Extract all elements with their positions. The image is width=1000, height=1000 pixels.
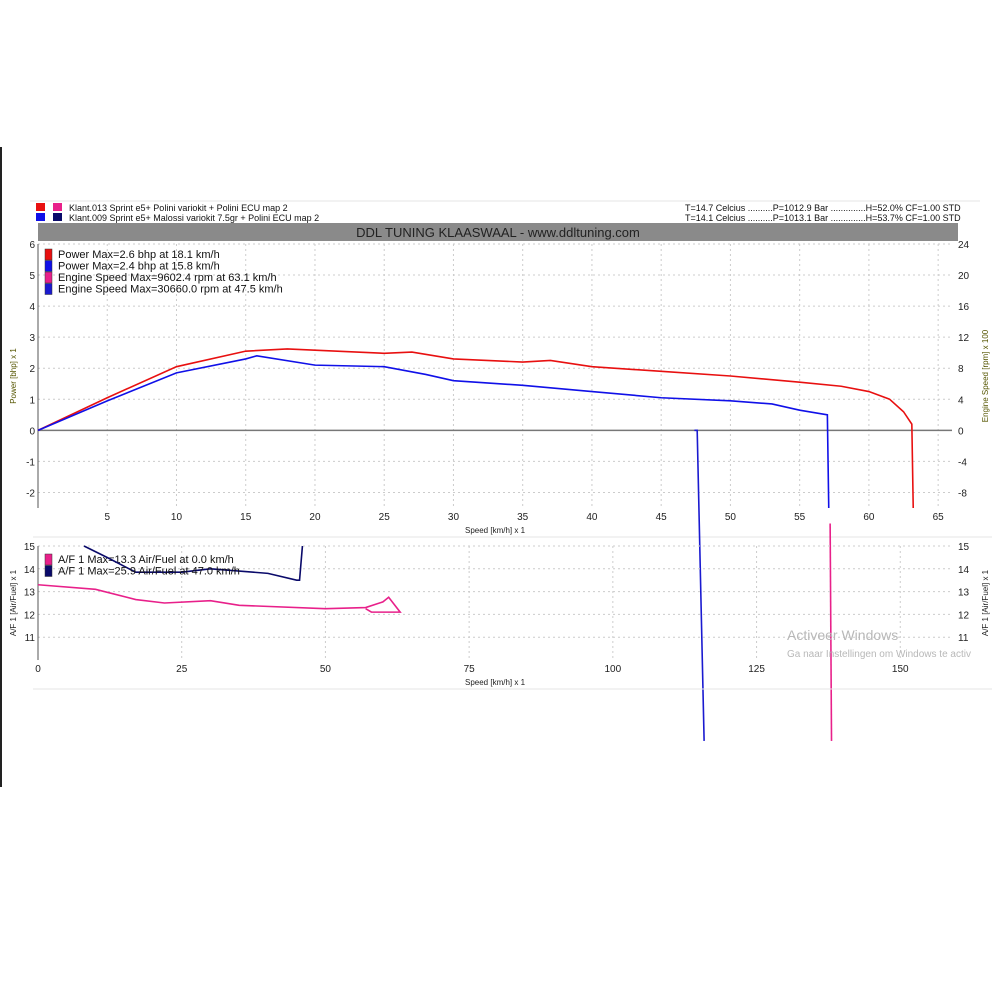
y-tick-label: 0 [29, 426, 35, 437]
title-bar [38, 223, 958, 241]
y-tick-label: -2 [26, 488, 35, 499]
run2-conditions: T=14.1 Celcius ..........P=1013.1 Bar ..… [685, 213, 961, 223]
x-tick-label: 55 [794, 512, 806, 523]
x-tick-label: 45 [656, 512, 668, 523]
legend-swatch [44, 271, 53, 284]
series-line [37, 583, 402, 613]
y2-tick-label: 8 [958, 364, 964, 375]
watermark-title: Activeer Windows [787, 627, 898, 643]
run1-conditions: T=14.7 Celcius ..........P=1012.9 Bar ..… [685, 203, 961, 213]
legend-swatch [44, 553, 53, 566]
y-tick-label: 1 [29, 395, 35, 406]
legend-entry: Power Max=2.4 bhp at 15.8 km/h [58, 261, 220, 273]
legend-entry: Engine Speed Max=30660.0 rpm at 47.5 km/… [58, 284, 283, 296]
x-tick-label: 150 [892, 664, 909, 675]
x-tick-label: 50 [725, 512, 737, 523]
y-tick-label: 15 [24, 542, 36, 553]
x-tick-label: 125 [748, 664, 765, 675]
chart-title: DDL TUNING KLAASWAAL - www.ddltuning.com [356, 225, 640, 240]
legend-entry: Power Max=2.6 bhp at 18.1 km/h [58, 249, 220, 261]
y-right-tick-label: 13 [958, 588, 970, 599]
y-axis-label: Power [bhp] x 1 [9, 348, 18, 404]
x-tick-label: 15 [240, 512, 252, 523]
run-header: Klant.013 Sprint e5+ Polini variokit + P… [36, 203, 961, 241]
y-right-tick-label: 11 [958, 633, 969, 644]
run1-label: Klant.013 Sprint e5+ Polini variokit + P… [69, 203, 288, 213]
y-right-tick-label: 12 [958, 610, 970, 621]
legend-swatch [44, 565, 53, 577]
power-chart: 5 10 15 20 25 30 35 40 45 50 55 60 656543210-1-22420… [9, 240, 992, 741]
series-line [37, 348, 915, 509]
series-line [694, 429, 705, 741]
x-tick-label: 10 [171, 512, 183, 523]
y2-tick-label: 24 [958, 240, 970, 251]
x-tick-label: 20 [309, 512, 321, 523]
y-tick-label: 6 [29, 240, 35, 251]
run2-label: Klant.009 Sprint e5+ Malossi variokit 7.… [69, 213, 319, 223]
legend-entry: A/F 1 Max=13.3 Air/Fuel at 0.0 km/h [58, 554, 234, 566]
y-tick-label: 14 [24, 565, 36, 576]
y-tick-label: 5 [29, 271, 35, 282]
x-tick-label: 60 [863, 512, 875, 523]
x-tick-label: 0 [35, 664, 41, 675]
y2-tick-label: 4 [958, 395, 964, 406]
series-line [83, 545, 304, 582]
x-tick-label: 25 [176, 664, 188, 675]
y-tick-label: 12 [24, 610, 36, 621]
y2-tick-label: 20 [958, 271, 970, 282]
y-tick-label: 2 [29, 364, 35, 375]
series-line [829, 523, 833, 741]
watermark-subtitle: Ga naar Instellingen om Windows te activ [787, 649, 971, 660]
x-axis-label: Speed [km/h] x 1 [465, 678, 526, 687]
y-tick-label: -1 [26, 457, 35, 468]
legend-entry: A/F 1 Max=25.9 Air/Fuel at 47.0 km/h [58, 566, 240, 578]
x-tick-label: 75 [464, 664, 476, 675]
y2-tick-label: 12 [958, 333, 970, 344]
y-right-tick-label: 14 [958, 565, 970, 576]
legend-entry: Engine Speed Max=9602.4 rpm at 63.1 km/h [58, 272, 277, 284]
x-tick-label: 100 [604, 664, 621, 675]
series-line [37, 354, 830, 509]
x-tick-label: 50 [320, 664, 332, 675]
legend-swatch [44, 260, 53, 272]
y-tick-label: 3 [29, 333, 35, 344]
run1-color-swatch-2 [53, 203, 62, 211]
x-tick-label: 40 [586, 512, 598, 523]
y-right-axis-label: A/F 1 [Air/Fuel] x 1 [981, 569, 990, 636]
x-tick-label: 30 [448, 512, 460, 523]
window-edge [0, 147, 2, 787]
y2-tick-label: 0 [958, 426, 964, 437]
y-right-tick-label: 15 [958, 542, 970, 553]
y-tick-label: 4 [29, 302, 35, 313]
x-tick-label: 35 [517, 512, 529, 523]
x-tick-label: 65 [933, 512, 945, 523]
y-axis-label: A/F 1 [Air/Fuel] x 1 [9, 569, 18, 636]
legend-swatch [44, 248, 53, 261]
run2-color-swatch [36, 213, 45, 221]
y-tick-label: 11 [25, 633, 36, 644]
y2-tick-label: 16 [958, 302, 970, 313]
y2-tick-label: -8 [958, 488, 967, 499]
run2-color-swatch-2 [53, 213, 62, 221]
x-axis-label: Speed [km/h] x 1 [465, 526, 526, 535]
afr-chart: 0 25 50 75 100 125 150 15 15 14 14 13 13 12 12 11 11 Spee… [9, 542, 992, 690]
y2-tick-label: -4 [958, 457, 967, 468]
run1-color-swatch [36, 203, 45, 211]
x-tick-label: 25 [379, 512, 391, 523]
y2-axis-label: Engine Speed [rpm] x 100 [981, 329, 990, 422]
legend-swatch [44, 283, 53, 295]
y-tick-label: 13 [24, 588, 36, 599]
x-tick-label: 5 [104, 512, 110, 523]
